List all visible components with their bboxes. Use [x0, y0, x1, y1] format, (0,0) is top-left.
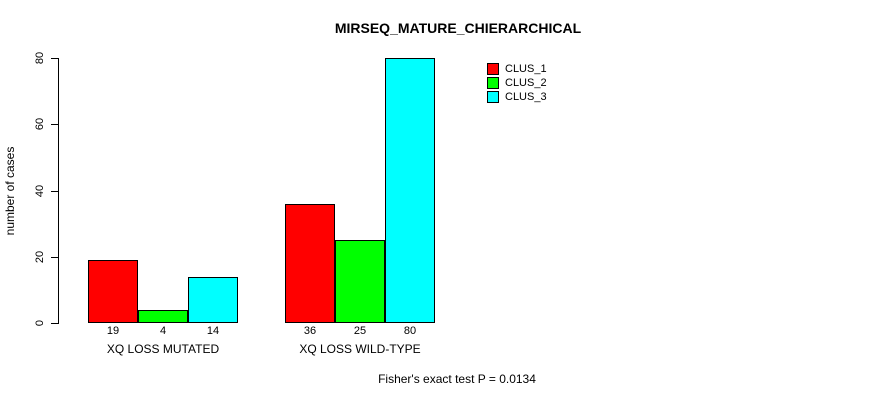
bar-clus_3: [188, 277, 238, 323]
y-axis-line: [58, 58, 59, 324]
legend-label: CLUS_2: [505, 77, 547, 89]
bar-value-label: 36: [303, 325, 317, 337]
legend-swatch: [487, 63, 499, 75]
bar-clus_1: [88, 260, 138, 323]
bar-clus_2: [138, 310, 188, 323]
bar-value-label: 25: [353, 325, 367, 337]
bar-clus_3: [385, 58, 435, 323]
y-tick: [51, 323, 58, 324]
legend-swatch: [487, 91, 499, 103]
legend-swatch: [487, 77, 499, 89]
legend-label: CLUS_3: [505, 91, 547, 103]
legend: CLUS_1 CLUS_2 CLUS_3: [487, 62, 547, 104]
bar-value-label: 4: [159, 325, 167, 337]
y-tick-label: 40: [34, 184, 46, 197]
bar-value-label: 19: [106, 325, 120, 337]
y-tick: [51, 190, 58, 192]
y-tick: [51, 58, 58, 59]
y-tick: [51, 124, 58, 126]
y-tick-label: 20: [34, 250, 46, 263]
bar-clus_1: [285, 204, 335, 323]
legend-item: CLUS_1: [487, 62, 547, 76]
y-tick-label: 0: [34, 319, 46, 327]
y-tick-label: 60: [34, 118, 46, 131]
bar-value-label: 80: [403, 325, 417, 337]
chart-title: MIRSEQ_MATURE_CHIERARCHICAL: [334, 20, 582, 36]
legend-item: CLUS_2: [487, 76, 547, 90]
legend-item: CLUS_3: [487, 90, 547, 104]
category-label: XQ LOSS MUTATED: [106, 342, 220, 356]
category-label: XQ LOSS WILD-TYPE: [299, 342, 421, 356]
footnote: Fisher's exact test P = 0.0134: [378, 372, 536, 386]
y-tick: [51, 256, 58, 258]
y-tick-label: 80: [34, 51, 46, 65]
bar-value-label: 14: [206, 325, 220, 337]
bar-clus_2: [335, 240, 385, 323]
legend-label: CLUS_1: [505, 63, 547, 75]
